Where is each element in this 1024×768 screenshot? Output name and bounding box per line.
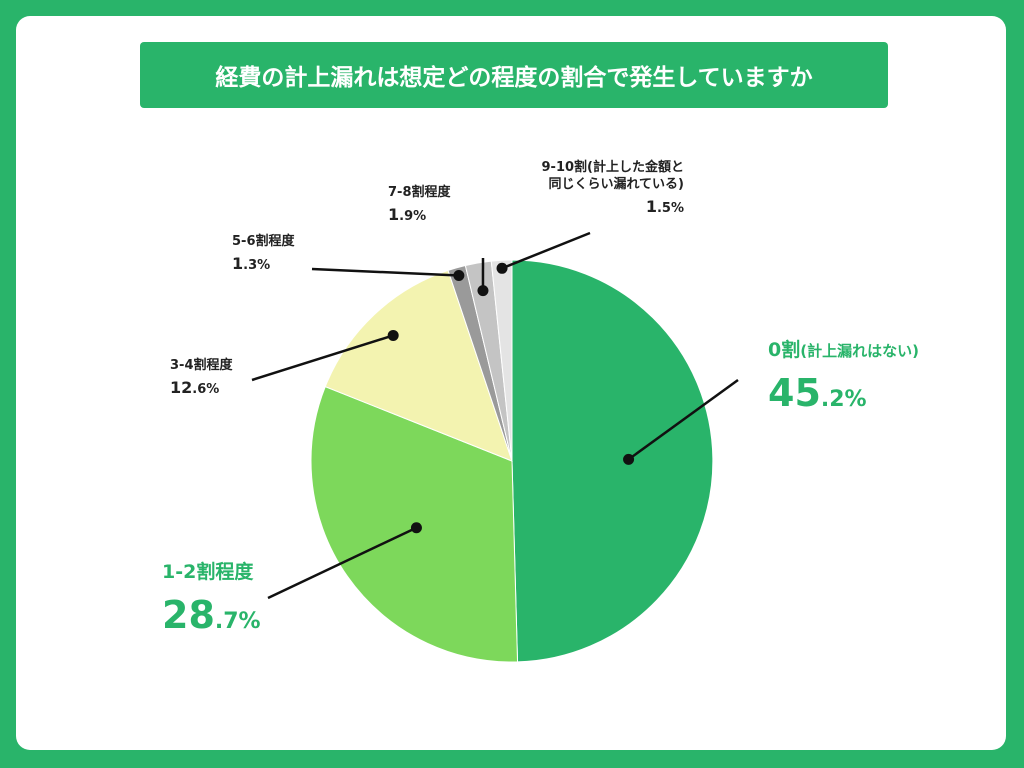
slice-label-2: 3-4割程度 12.6% — [170, 358, 233, 397]
leader-line-1 — [267, 526, 417, 600]
slice-label-5: 9-10割(計上した金額と 同じくらい漏れている) 1.5% — [541, 160, 684, 216]
leader-dot-1 — [410, 522, 422, 534]
chart-title: 経費の計上漏れは想定どの程度の割合で発生していますか — [140, 42, 888, 108]
leader-dot-3 — [453, 270, 465, 281]
slice-label-1: 1-2割程度 28.7% — [162, 561, 261, 637]
leader-line-0 — [627, 378, 739, 461]
pie-slice-5 — [490, 259, 513, 462]
slice-label-3: 5-6割程度 1.3% — [232, 234, 295, 273]
leader-dot-5 — [496, 262, 508, 274]
leader-dot-2 — [387, 329, 399, 341]
leader-line-2 — [251, 334, 394, 382]
leader-line-5 — [501, 231, 591, 270]
slice-label-4: 7-8割程度 1.9% — [388, 185, 451, 224]
leader-line-3 — [311, 267, 459, 277]
leader-dot-0 — [623, 453, 635, 465]
slice-label-0: 0割(計上漏れはない) 45.2% — [768, 339, 919, 415]
pie-slice-0 — [511, 259, 714, 663]
leader-dot-4 — [477, 285, 489, 297]
